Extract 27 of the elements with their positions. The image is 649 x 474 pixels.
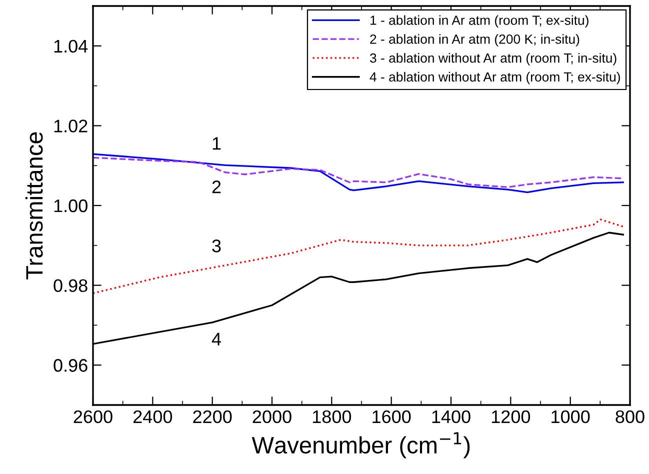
x-tick-label: 2200 (193, 410, 232, 424)
y-axis-title: Transmittance (25, 132, 43, 280)
line-series (93, 218, 624, 294)
legend-label: 3 - ablation without Ar atm (room T; in-situ) (370, 53, 616, 66)
y-tick-label: 1.04 (54, 40, 88, 53)
annotation: 3 (212, 240, 221, 252)
annotation: 1 (212, 137, 221, 150)
x-tick-label: 2400 (133, 410, 172, 424)
y-tick-label: 0.96 (54, 359, 88, 372)
y-tick-label: 1.02 (54, 120, 88, 132)
legend-label: 1 - ablation in Ar atm (room T; ex-situ) (370, 15, 588, 28)
annotation: 4 (212, 332, 222, 346)
x-tick-label: 800 (616, 410, 644, 424)
x-tick-label: 1200 (492, 410, 530, 424)
y-tick-label: 0.98 (54, 279, 88, 292)
line-series (93, 153, 624, 194)
legend-label: 2 - ablation in Ar atm (200 K; in-situ) (370, 34, 580, 46)
x-tick-label: 2000 (252, 410, 292, 424)
y-tick-label: 1.00 (54, 199, 88, 212)
x-tick-label: 1600 (372, 410, 411, 424)
x-tick-label: 2600 (74, 410, 112, 424)
legend-label: 4 - ablation without Ar atm (room T; ex-situ) (370, 72, 620, 84)
x-tick-label: 1800 (312, 410, 352, 424)
annotation: 2 (212, 180, 221, 194)
x-tick-label: 1400 (432, 410, 470, 424)
x-axis-title: Wavenumber (cm$^{−1}$) (252, 432, 470, 458)
x-tick-label: 1000 (552, 410, 590, 424)
